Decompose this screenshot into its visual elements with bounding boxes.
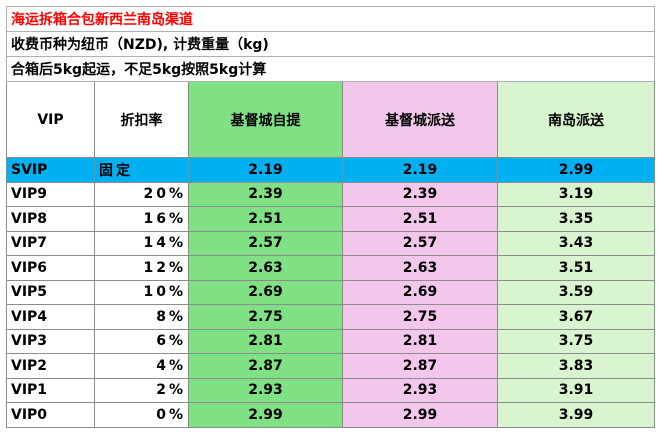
delivery-price-cell[interactable]: 2.39 [342, 181, 498, 207]
delivery-price-cell[interactable]: 2.69 [342, 279, 498, 305]
discount-cell[interactable]: 14% [94, 230, 189, 256]
delivery-price-cell[interactable]: 2.87 [342, 353, 498, 379]
pickup-price-cell[interactable]: 2.87 [188, 353, 343, 379]
table-row: VIP9 20% 2.39 2.39 3.19 [6, 181, 656, 207]
south-island-price-cell[interactable]: 3.75 [496, 328, 656, 354]
price-sheet: 海运拆箱合包新西兰南岛渠道 收费币种为纽币（NZD), 计费重量（kg) 合箱后… [5, 6, 656, 428]
delivery-price-cell[interactable]: 2.51 [342, 206, 498, 232]
south-island-price-cell[interactable]: 2.99 [496, 157, 656, 183]
south-island-price-cell[interactable]: 3.35 [496, 206, 656, 232]
pickup-price-cell[interactable]: 2.69 [188, 279, 343, 305]
discount-cell[interactable]: 6% [94, 328, 189, 354]
vip-level-cell[interactable]: VIP3 [6, 328, 95, 354]
south-island-price-cell[interactable]: 3.83 [496, 353, 656, 379]
table-row: VIP3 6% 2.81 2.81 3.75 [6, 328, 656, 354]
table-row: VIP2 4% 2.87 2.87 3.83 [6, 353, 656, 379]
south-island-price-cell[interactable]: 3.19 [496, 181, 656, 207]
header-row: VIP 折扣率 基督城自提 基督城派送 南岛派送 [6, 81, 656, 158]
south-island-price-cell[interactable]: 3.67 [496, 304, 656, 330]
min-weight-row: 合箱后5kg起运，不足5kg按照5kg计算 [5, 56, 656, 82]
table-row: VIP0 0% 2.99 2.99 3.99 [6, 402, 656, 428]
discount-cell[interactable]: 20% [94, 181, 189, 207]
vip-level-cell[interactable]: VIP4 [6, 304, 95, 330]
table-row: VIP8 16% 2.51 2.51 3.35 [6, 206, 656, 232]
table-row: VIP6 12% 2.63 2.63 3.51 [6, 255, 656, 281]
south-island-price-cell[interactable]: 3.99 [496, 402, 656, 428]
header-vip[interactable]: VIP [6, 81, 95, 158]
pickup-price-cell[interactable]: 2.51 [188, 206, 343, 232]
delivery-price-cell[interactable]: 2.81 [342, 328, 498, 354]
discount-cell[interactable]: 2% [94, 377, 189, 403]
table-row: VIP4 8% 2.75 2.75 3.67 [6, 304, 656, 330]
pickup-price-cell[interactable]: 2.39 [188, 181, 343, 207]
min-weight-note[interactable]: 合箱后5kg起运，不足5kg按照5kg计算 [5, 56, 656, 82]
vip-level-cell[interactable]: SVIP [6, 157, 95, 183]
vip-level-cell[interactable]: VIP9 [6, 181, 95, 207]
title-row: 海运拆箱合包新西兰南岛渠道 [5, 6, 656, 32]
currency-row: 收费币种为纽币（NZD), 计费重量（kg) [5, 31, 656, 57]
south-island-price-cell[interactable]: 3.59 [496, 279, 656, 305]
header-south-island-delivery[interactable]: 南岛派送 [496, 81, 656, 158]
table-row: SVIP 固定 2.19 2.19 2.99 [6, 157, 656, 183]
table-row: VIP7 14% 2.57 2.57 3.43 [6, 230, 656, 256]
header-discount[interactable]: 折扣率 [94, 81, 189, 158]
delivery-price-cell[interactable]: 2.57 [342, 230, 498, 256]
vip-level-cell[interactable]: VIP2 [6, 353, 95, 379]
table-row: VIP1 2% 2.93 2.93 3.91 [6, 377, 656, 403]
pickup-price-cell[interactable]: 2.57 [188, 230, 343, 256]
delivery-price-cell[interactable]: 2.75 [342, 304, 498, 330]
delivery-price-cell[interactable]: 2.99 [342, 402, 498, 428]
header-christchurch-delivery[interactable]: 基督城派送 [342, 81, 498, 158]
pickup-price-cell[interactable]: 2.75 [188, 304, 343, 330]
vip-level-cell[interactable]: VIP0 [6, 402, 95, 428]
header-christchurch-pickup[interactable]: 基督城自提 [188, 81, 343, 158]
delivery-price-cell[interactable]: 2.63 [342, 255, 498, 281]
vip-level-cell[interactable]: VIP8 [6, 206, 95, 232]
south-island-price-cell[interactable]: 3.91 [496, 377, 656, 403]
vip-level-cell[interactable]: VIP1 [6, 377, 95, 403]
discount-cell[interactable]: 固定 [94, 157, 189, 183]
discount-cell[interactable]: 8% [94, 304, 189, 330]
price-table: 海运拆箱合包新西兰南岛渠道 收费币种为纽币（NZD), 计费重量（kg) 合箱后… [5, 6, 656, 428]
discount-cell[interactable]: 10% [94, 279, 189, 305]
vip-level-cell[interactable]: VIP6 [6, 255, 95, 281]
discount-cell[interactable]: 4% [94, 353, 189, 379]
vip-level-cell[interactable]: VIP5 [6, 279, 95, 305]
pickup-price-cell[interactable]: 2.19 [188, 157, 343, 183]
pickup-price-cell[interactable]: 2.99 [188, 402, 343, 428]
pickup-price-cell[interactable]: 2.93 [188, 377, 343, 403]
vip-level-cell[interactable]: VIP7 [6, 230, 95, 256]
table-row: VIP5 10% 2.69 2.69 3.59 [6, 279, 656, 305]
pickup-price-cell[interactable]: 2.81 [188, 328, 343, 354]
delivery-price-cell[interactable]: 2.93 [342, 377, 498, 403]
currency-note[interactable]: 收费币种为纽币（NZD), 计费重量（kg) [5, 31, 656, 57]
discount-cell[interactable]: 16% [94, 206, 189, 232]
discount-cell[interactable]: 0% [94, 402, 189, 428]
delivery-price-cell[interactable]: 2.19 [342, 157, 498, 183]
south-island-price-cell[interactable]: 3.43 [496, 230, 656, 256]
south-island-price-cell[interactable]: 3.51 [496, 255, 656, 281]
pickup-price-cell[interactable]: 2.63 [188, 255, 343, 281]
discount-cell[interactable]: 12% [94, 255, 189, 281]
sheet-title[interactable]: 海运拆箱合包新西兰南岛渠道 [5, 6, 656, 32]
